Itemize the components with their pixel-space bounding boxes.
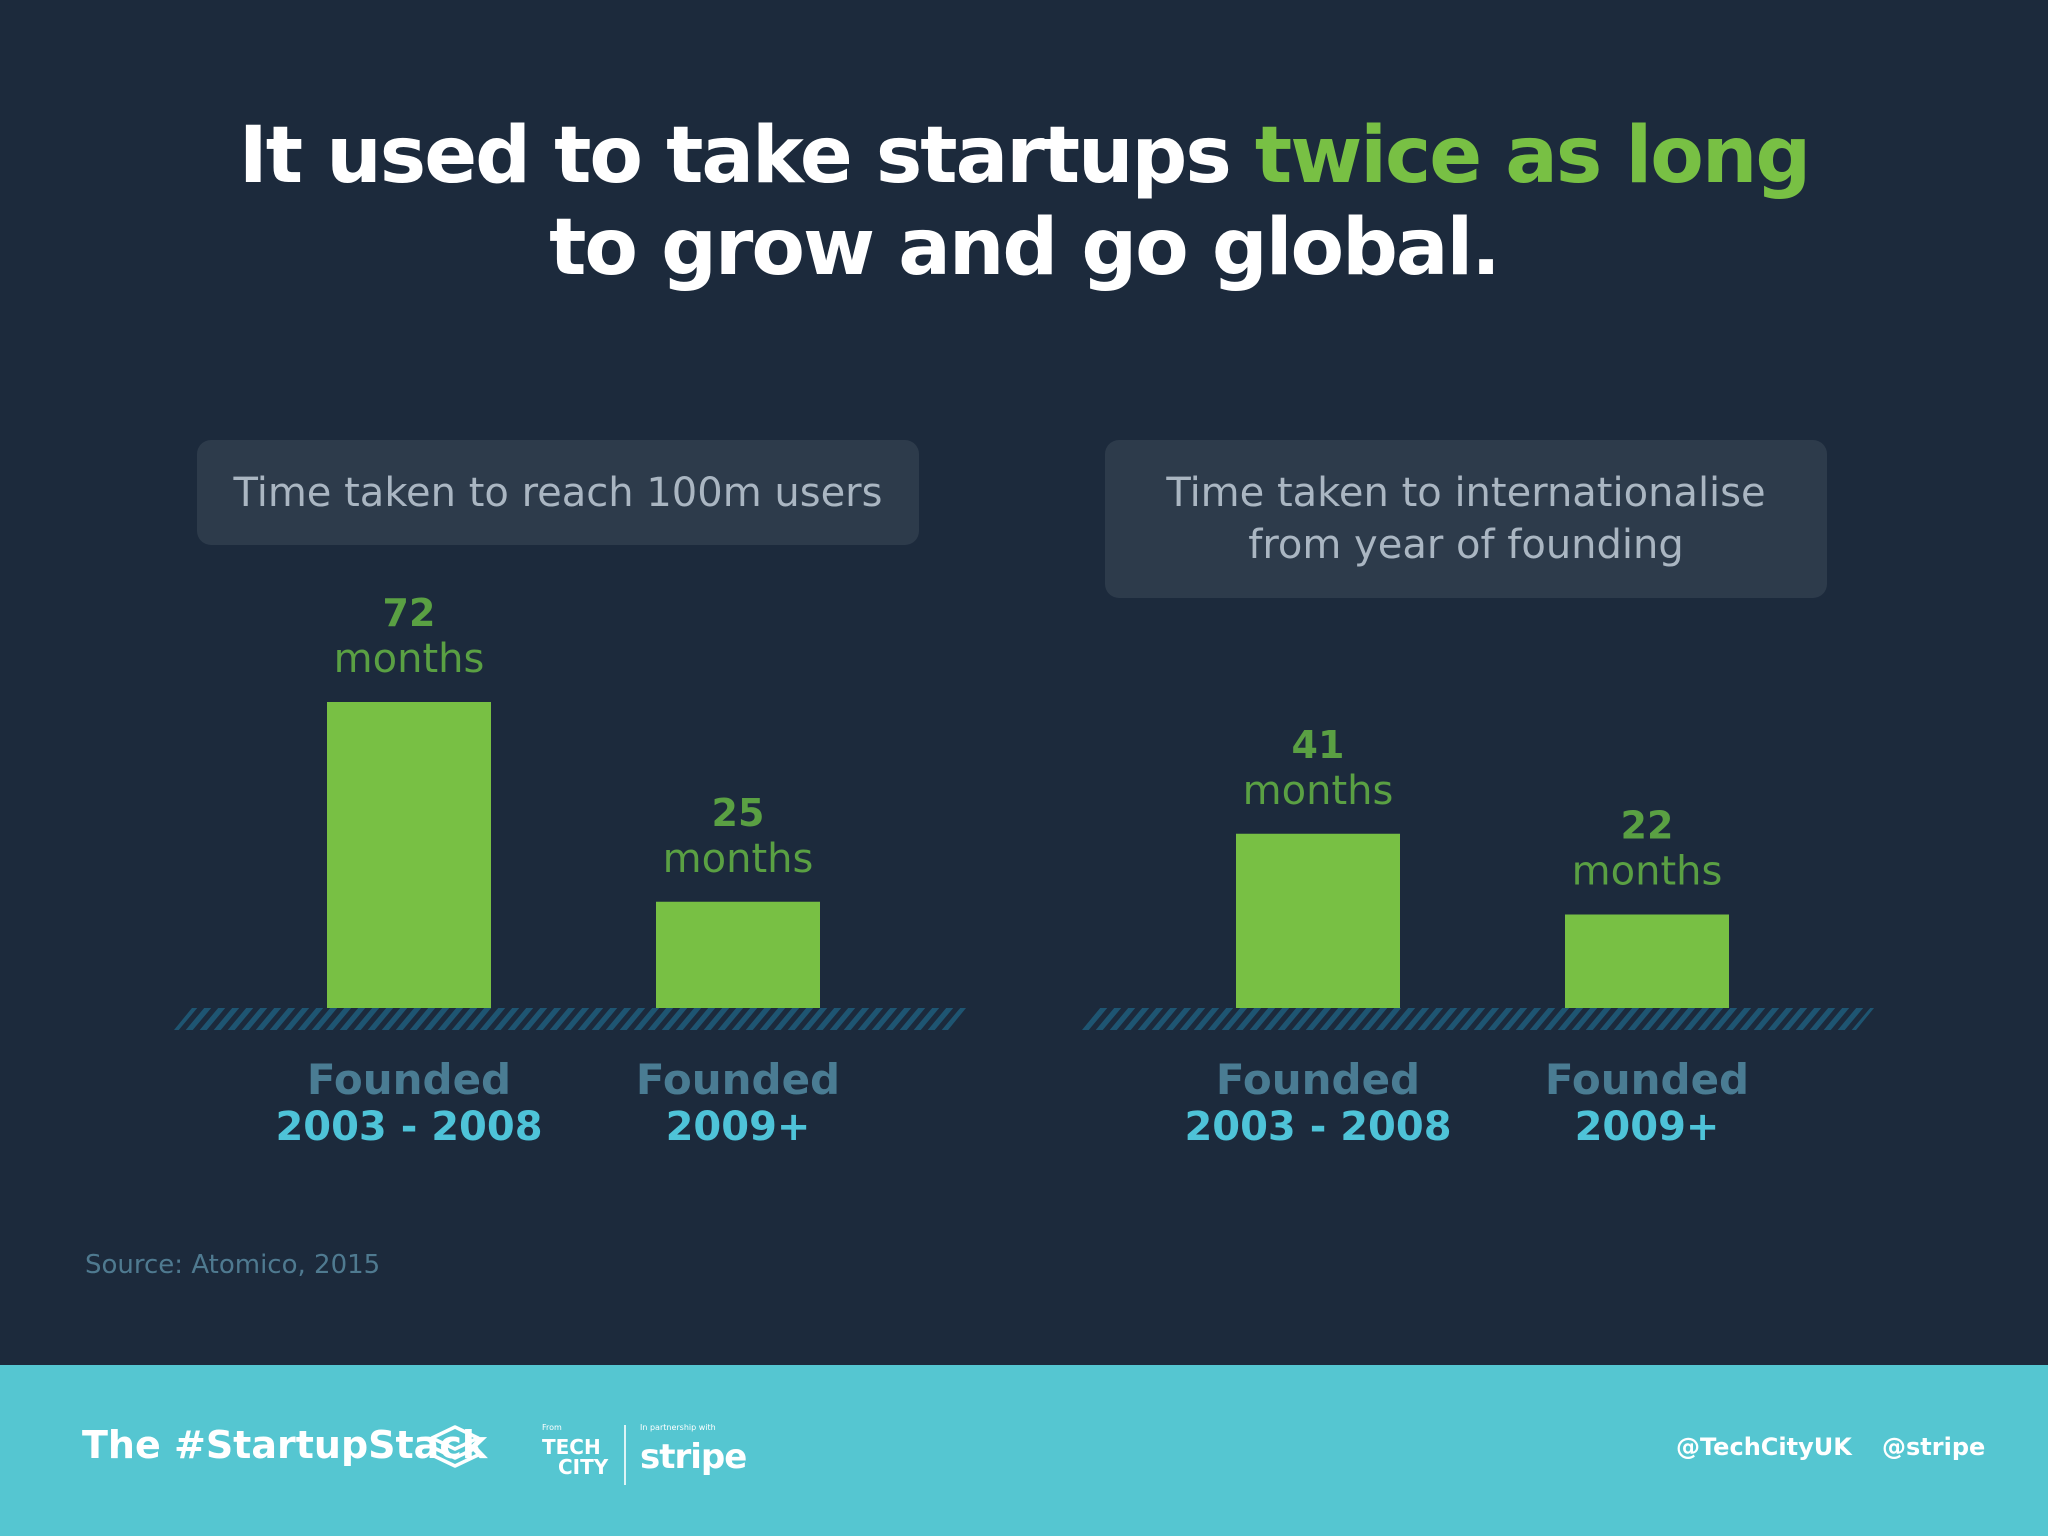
chart-1-category-label-1: Founded xyxy=(307,1055,511,1104)
headline-line-1: It used to take startups twice as long xyxy=(0,110,2048,202)
chart-1-value-label-1: 72 xyxy=(383,591,436,635)
chart-1-category-years-1: 2003 - 2008 xyxy=(275,1104,542,1150)
chart-2-baseline xyxy=(1082,1008,1874,1030)
chart-1-bar-2 xyxy=(656,901,820,1008)
logo-divider xyxy=(624,1425,626,1485)
chart-2-category-label-2: Founded xyxy=(1545,1055,1749,1104)
chart-1-baseline xyxy=(174,1008,966,1030)
chart-2-category-label-1: Founded xyxy=(1216,1055,1420,1104)
chart-1-title: Time taken to reach 100m users xyxy=(197,440,919,545)
brand-title: The #StartupStack xyxy=(82,1423,488,1467)
chart-2-category-years-1: 2003 - 2008 xyxy=(1184,1104,1451,1150)
stripe-logo: stripe xyxy=(640,1437,747,1477)
chart-2-unit-label-2: months xyxy=(1572,849,1723,895)
techcity-logo: TECH CITY xyxy=(542,1437,608,1477)
headline: It used to take startups twice as long t… xyxy=(0,110,2048,294)
headline-highlight: twice as long xyxy=(1254,111,1811,201)
chart-2-value-label-2: 22 xyxy=(1621,804,1674,848)
chart-2-title-line-2: from year of founding xyxy=(1248,522,1684,568)
techcity-handle-link[interactable]: @TechCityUK xyxy=(1676,1433,1852,1461)
chart-2-title-line-1: Time taken to internationalise xyxy=(1166,470,1766,516)
chart-1-category-years-2: 2009+ xyxy=(666,1104,811,1150)
headline-text: It used to take startups xyxy=(238,111,1255,201)
chart-2-unit-label-1: months xyxy=(1243,768,1394,814)
stripe-handle-link[interactable]: @stripe xyxy=(1882,1433,1986,1461)
chart-1-unit-label-1: months xyxy=(334,636,485,682)
source-note: Source: Atomico, 2015 xyxy=(85,1250,381,1280)
chart-2-bar-1 xyxy=(1236,833,1400,1008)
techcity-logo-line-2: CITY xyxy=(558,1455,609,1479)
chart-1-category-label-2: Founded xyxy=(636,1055,840,1104)
partner-label: In partnership with xyxy=(640,1423,716,1432)
layers-icon xyxy=(430,1425,480,1468)
chart-1-value-label-2: 25 xyxy=(712,791,765,835)
chart-2-title: Time taken to internationalise from year… xyxy=(1105,440,1827,598)
chart-2-bar-2 xyxy=(1565,914,1729,1008)
techcity-logo-line-1: TECH xyxy=(542,1435,601,1459)
headline-line-2: to grow and go global. xyxy=(549,203,1501,293)
chart-2-value-label-1: 41 xyxy=(1292,723,1345,767)
chart-2-category-years-2: 2009+ xyxy=(1575,1104,1720,1150)
chart-1-title-line-1: Time taken to reach 100m users xyxy=(233,469,883,516)
from-label: From xyxy=(542,1423,562,1432)
chart-1-unit-label-2: months xyxy=(663,836,814,882)
footer-bar: The #StartupStack From TECH CITY In part… xyxy=(0,1365,2048,1536)
chart-1-bar-1 xyxy=(327,702,491,1008)
